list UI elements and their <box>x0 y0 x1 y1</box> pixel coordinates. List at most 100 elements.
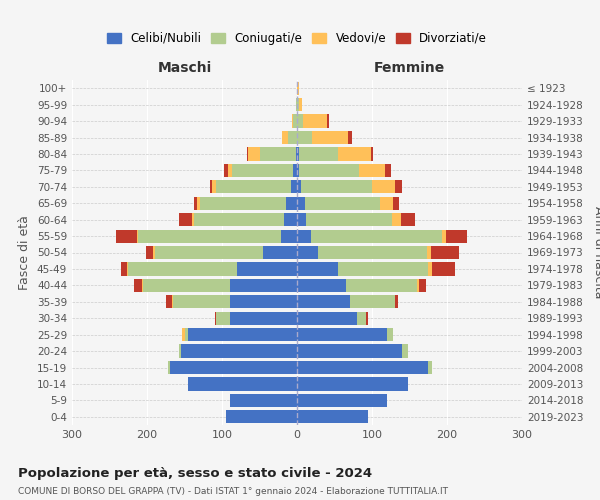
Bar <box>229 279 297 292</box>
Bar <box>286 196 297 210</box>
Bar <box>299 98 302 111</box>
Bar <box>297 246 318 259</box>
Bar <box>137 230 138 242</box>
Bar <box>146 246 153 259</box>
Bar <box>293 164 297 177</box>
Bar <box>188 378 297 390</box>
Bar <box>393 196 399 210</box>
Bar <box>419 279 426 292</box>
Bar <box>380 196 393 210</box>
Bar <box>181 344 297 358</box>
Bar <box>216 180 291 194</box>
Bar <box>297 328 387 341</box>
Bar <box>395 295 398 308</box>
Bar <box>297 262 338 276</box>
Bar <box>229 394 297 407</box>
Bar <box>417 279 419 292</box>
Bar <box>188 328 297 341</box>
Bar <box>143 279 229 292</box>
Bar <box>299 164 359 177</box>
Bar <box>292 114 293 128</box>
Bar <box>210 180 212 194</box>
Bar <box>431 246 459 259</box>
Bar <box>193 196 197 210</box>
Bar <box>428 262 432 276</box>
Bar <box>312 131 348 144</box>
Bar <box>297 361 428 374</box>
Bar <box>134 279 142 292</box>
Bar <box>224 164 228 177</box>
Bar <box>432 262 455 276</box>
Text: Popolazione per età, sesso e stato civile - 2024: Popolazione per età, sesso e stato civil… <box>18 468 372 480</box>
Bar <box>297 344 402 358</box>
Bar <box>212 180 216 194</box>
Y-axis label: Anni di nascita: Anni di nascita <box>592 206 600 298</box>
Bar <box>427 246 431 259</box>
Bar <box>297 98 299 111</box>
Text: COMUNE DI BORSO DEL GRAPPA (TV) - Dati ISTAT 1° gennaio 2024 - Elaborazione TUTT: COMUNE DI BORSO DEL GRAPPA (TV) - Dati I… <box>18 488 448 496</box>
Bar <box>301 180 372 194</box>
Bar <box>297 279 346 292</box>
Bar <box>297 148 299 160</box>
Bar <box>392 213 401 226</box>
Bar <box>371 148 373 160</box>
Bar <box>226 410 297 424</box>
Bar <box>306 213 392 226</box>
Bar <box>348 131 352 144</box>
Bar <box>182 328 185 341</box>
Bar <box>305 196 380 210</box>
Bar <box>248 148 260 160</box>
Bar <box>291 180 297 194</box>
Bar <box>170 361 297 374</box>
Bar <box>297 180 301 194</box>
Bar <box>297 213 306 226</box>
Bar <box>229 295 297 308</box>
Bar <box>372 180 395 194</box>
Bar <box>311 230 442 242</box>
Bar <box>115 230 137 242</box>
Bar <box>155 246 263 259</box>
Bar <box>288 131 297 144</box>
Bar <box>338 262 428 276</box>
Bar <box>442 230 445 242</box>
Bar <box>247 148 248 160</box>
Bar <box>337 148 371 160</box>
Bar <box>359 164 385 177</box>
Bar <box>387 328 393 341</box>
Bar <box>153 246 155 259</box>
Bar <box>168 361 170 374</box>
Bar <box>402 344 408 358</box>
Bar <box>366 312 368 325</box>
Bar <box>297 410 368 424</box>
Bar <box>142 279 143 292</box>
Bar <box>179 213 192 226</box>
Bar <box>297 131 312 144</box>
Bar <box>297 394 387 407</box>
Y-axis label: Fasce di età: Fasce di età <box>19 215 31 290</box>
Bar <box>318 246 427 259</box>
Legend: Celibi/Nubili, Coniugati/e, Vedovi/e, Divorziati/e: Celibi/Nubili, Coniugati/e, Vedovi/e, Di… <box>102 28 492 50</box>
Bar <box>346 279 417 292</box>
Bar <box>296 148 297 160</box>
Bar <box>293 114 297 128</box>
Bar <box>357 312 366 325</box>
Bar <box>297 196 305 210</box>
Bar <box>193 213 284 226</box>
Bar <box>121 262 127 276</box>
Text: Maschi: Maschi <box>157 61 212 75</box>
Bar <box>385 164 391 177</box>
Bar <box>260 148 296 160</box>
Bar <box>138 230 281 242</box>
Bar <box>215 312 216 325</box>
Bar <box>284 213 297 226</box>
Bar <box>185 328 188 341</box>
Bar <box>299 148 337 160</box>
Bar <box>349 295 395 308</box>
Bar <box>216 312 229 325</box>
Bar <box>395 180 402 194</box>
Bar <box>297 378 408 390</box>
Bar <box>297 230 311 242</box>
Bar <box>232 164 293 177</box>
Bar <box>229 312 297 325</box>
Bar <box>327 114 329 128</box>
